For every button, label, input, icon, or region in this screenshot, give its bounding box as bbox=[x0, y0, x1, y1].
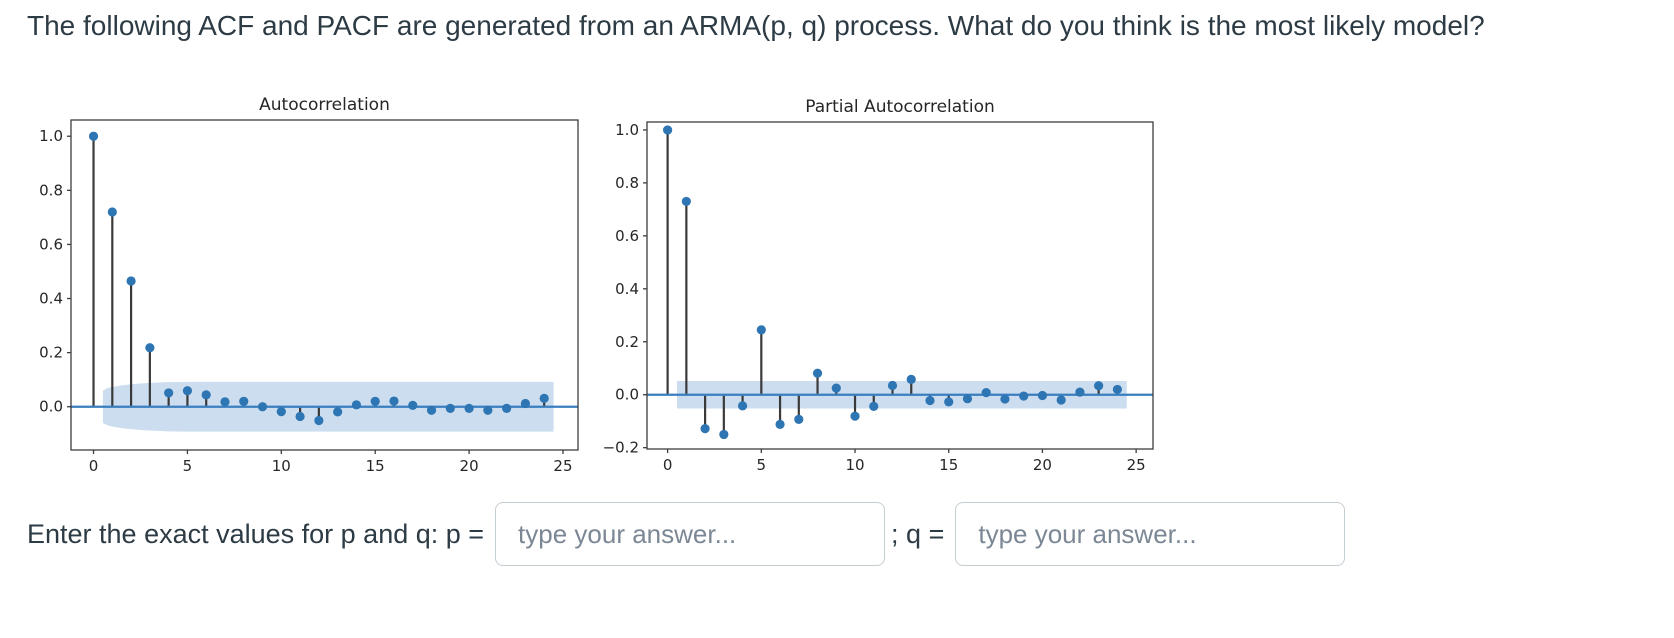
svg-text:−0.2: −0.2 bbox=[603, 439, 639, 457]
svg-text:15: 15 bbox=[366, 457, 385, 475]
svg-text:25: 25 bbox=[1127, 456, 1146, 474]
p-answer-input[interactable] bbox=[495, 502, 886, 566]
q-answer-input[interactable] bbox=[955, 502, 1346, 566]
question-title: The following ACF and PACF are generated… bbox=[27, 10, 1485, 41]
answer-prompt-label: Enter the exact values for p and q: p = bbox=[27, 518, 485, 549]
svg-text:0.4: 0.4 bbox=[615, 280, 639, 298]
svg-text:0.2: 0.2 bbox=[615, 333, 639, 351]
svg-text:Autocorrelation: Autocorrelation bbox=[259, 95, 390, 115]
svg-text:0.6: 0.6 bbox=[39, 235, 63, 253]
answer-row: Enter the exact values for p and q: p = … bbox=[27, 499, 1351, 569]
svg-text:5: 5 bbox=[183, 457, 193, 475]
acf-chart: 0.0 0.2 0.4 0.6 0.8 1.0 0 5 10 15 20 25 Autocorrelat… bbox=[39, 95, 579, 475]
svg-text:20: 20 bbox=[460, 457, 479, 475]
svg-text:0: 0 bbox=[89, 457, 99, 475]
svg-text:0.0: 0.0 bbox=[615, 386, 639, 404]
svg-text:0.6: 0.6 bbox=[615, 227, 639, 245]
svg-text:0.0: 0.0 bbox=[39, 398, 63, 416]
svg-text:0.2: 0.2 bbox=[39, 344, 63, 362]
svg-text:0.8: 0.8 bbox=[39, 181, 63, 199]
svg-text:0.4: 0.4 bbox=[39, 290, 63, 308]
pacf-chart: −0.2 0.0 0.2 0.4 0.6 0.8 1.0 0 5 10 15 20 25 Partial … bbox=[603, 97, 1154, 474]
svg-text:0.8: 0.8 bbox=[615, 174, 639, 192]
svg-text:1.0: 1.0 bbox=[39, 127, 63, 145]
svg-text:10: 10 bbox=[272, 457, 291, 475]
q-equals-label: ; q = bbox=[891, 518, 945, 549]
svg-text:0: 0 bbox=[663, 456, 673, 474]
svg-text:5: 5 bbox=[757, 456, 767, 474]
svg-text:15: 15 bbox=[939, 456, 958, 474]
svg-text:10: 10 bbox=[845, 456, 864, 474]
svg-text:1.0: 1.0 bbox=[615, 121, 639, 139]
svg-text:20: 20 bbox=[1033, 456, 1052, 474]
svg-text:25: 25 bbox=[553, 457, 572, 475]
svg-text:Partial Autocorrelation: Partial Autocorrelation bbox=[805, 97, 995, 117]
